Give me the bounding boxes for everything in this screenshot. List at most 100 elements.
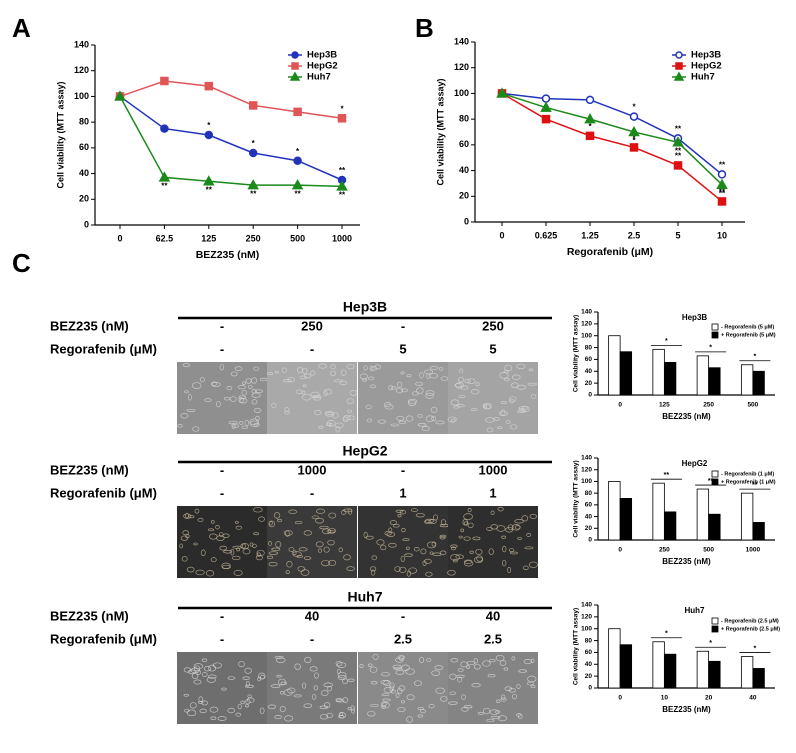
cell	[382, 698, 391, 702]
cell	[508, 688, 516, 693]
cell	[489, 709, 499, 715]
bar	[619, 644, 633, 689]
cell	[511, 693, 517, 700]
cell	[328, 512, 337, 519]
y-tick-label: 60	[585, 356, 593, 363]
data-point	[293, 107, 302, 117]
cell	[240, 700, 246, 705]
data-point	[673, 161, 683, 170]
cell	[251, 399, 258, 405]
cell	[347, 508, 353, 515]
cell	[495, 699, 501, 703]
cell	[193, 542, 198, 546]
x-tick-label: 500	[703, 547, 714, 554]
cell	[197, 517, 204, 522]
cell	[285, 570, 290, 574]
series-line	[119, 95, 343, 181]
cell	[372, 653, 379, 661]
cell	[314, 672, 319, 679]
panel-letter: C	[12, 248, 31, 278]
cell	[401, 388, 408, 393]
significance: *	[296, 147, 300, 156]
cell	[303, 530, 312, 536]
cell	[396, 381, 403, 388]
cell	[500, 409, 506, 416]
cell	[215, 525, 220, 530]
significance: **	[675, 152, 682, 161]
cell	[417, 714, 424, 718]
cell	[435, 420, 445, 425]
cell	[516, 683, 521, 689]
cell	[268, 520, 275, 528]
cell	[473, 658, 478, 664]
cell	[380, 679, 390, 685]
cell	[424, 519, 432, 524]
bar	[708, 660, 721, 689]
row-value: 1	[399, 485, 406, 500]
cell	[238, 395, 247, 400]
y-tick-label: 80	[585, 490, 593, 497]
cell	[396, 387, 404, 394]
cell	[394, 566, 401, 572]
cell	[191, 382, 202, 389]
cell	[337, 671, 347, 679]
significance: **	[294, 189, 301, 198]
y-tick-label: 20	[585, 525, 593, 532]
cell	[295, 389, 303, 395]
cell	[370, 569, 376, 576]
cell	[370, 681, 378, 685]
cell	[194, 508, 200, 514]
cell	[275, 657, 286, 663]
treatment-title: Huh7	[348, 589, 383, 605]
cell	[440, 376, 449, 381]
treatment-title: Hep3B	[343, 299, 387, 315]
legend-label: Hep3B	[691, 50, 721, 61]
cell	[245, 704, 249, 708]
cell	[505, 526, 514, 533]
cell	[425, 415, 434, 422]
significance: **	[339, 166, 346, 175]
cell	[397, 655, 405, 660]
cell	[523, 565, 529, 570]
cell	[266, 555, 274, 560]
cell	[464, 378, 471, 384]
cell	[283, 530, 293, 536]
cell	[388, 385, 394, 391]
bar	[740, 364, 754, 396]
significance: *	[632, 134, 636, 143]
cell	[351, 708, 355, 714]
row-value: -	[220, 485, 224, 500]
cell	[381, 701, 387, 707]
cell	[338, 547, 343, 553]
micrograph	[177, 362, 267, 434]
cell	[514, 519, 524, 524]
x-tick-label: 0	[618, 547, 622, 554]
cell	[236, 547, 240, 552]
legend-swatch	[711, 470, 719, 478]
cell	[301, 390, 306, 395]
cell	[431, 670, 441, 676]
bar	[708, 367, 721, 396]
data-point	[160, 76, 169, 86]
cell	[268, 551, 279, 555]
cell	[381, 672, 390, 677]
cell	[258, 672, 266, 680]
row-value: 1000	[298, 462, 327, 477]
row-label: BEZ235 (nM)	[50, 608, 129, 623]
legend-label: + Regorafenib (2.5 μM)	[721, 626, 780, 632]
cell	[208, 664, 217, 672]
cell	[500, 694, 506, 700]
row-value: -	[220, 631, 224, 646]
cell	[401, 527, 406, 533]
legend-label: + Regorafenib (1 μM)	[721, 479, 776, 485]
cell	[389, 685, 395, 692]
bar	[652, 348, 665, 396]
cell	[406, 716, 413, 723]
data-point	[158, 171, 171, 182]
cell	[300, 569, 310, 576]
y-tick-label: 60	[459, 139, 469, 149]
cell	[518, 669, 528, 673]
cell	[511, 656, 516, 661]
cell	[402, 538, 410, 542]
